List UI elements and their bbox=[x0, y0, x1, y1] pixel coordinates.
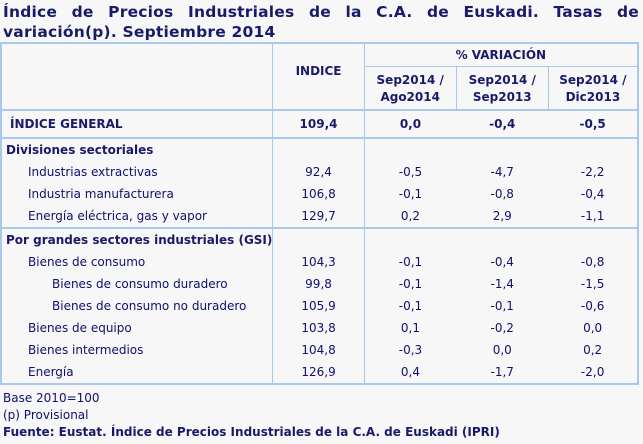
row-label: Energía eléctrica, gas y vapor bbox=[1, 205, 273, 229]
header-var-month: Sep2014 /Ago2014 bbox=[363, 66, 457, 111]
cell-indice: 106,8 bbox=[272, 183, 365, 205]
cell-indice: 109,4 bbox=[272, 110, 365, 139]
cell-v3: -2,2 bbox=[580, 165, 605, 179]
cell-v1: -0,1 bbox=[363, 295, 457, 317]
header-var-year: Sep2014 /Sep2013 bbox=[455, 66, 549, 111]
cell-v1: -0,1 bbox=[363, 273, 457, 295]
cell-v2: 0,0 bbox=[492, 343, 512, 357]
cell-v3: 0,0 bbox=[583, 321, 603, 335]
cell-v2: -0,4 bbox=[490, 255, 514, 269]
cell-v3: 0,2 bbox=[583, 343, 603, 357]
footnote-provisional: (p) Provisional bbox=[3, 408, 89, 422]
row-label: Bienes de consumo no duradero bbox=[52, 299, 247, 313]
page-title: Índice de Precios Industriales de la C.A… bbox=[3, 3, 639, 41]
cell-v3: -0,8 bbox=[580, 255, 605, 269]
cell-v1: -0,1 bbox=[363, 183, 457, 205]
cell-v1: -0,5 bbox=[363, 161, 457, 183]
cell-indice: 104,3 bbox=[272, 251, 365, 273]
header-variacion: % VARIACIÓN bbox=[363, 43, 638, 67]
section-gsi: Por grandes sectores industriales (GSI) bbox=[1, 228, 638, 251]
row-label: Bienes de consumo bbox=[28, 255, 146, 269]
section-title: Divisiones sectoriales bbox=[6, 143, 154, 157]
row-indice-general: ÍNDICE GENERAL 109,4 0,0 -0,4 -0,5 bbox=[1, 110, 638, 139]
cell-v2: -0,4 bbox=[456, 110, 549, 139]
cell-v2: 2,9 bbox=[456, 205, 549, 229]
cell-v1: -0,3 bbox=[363, 339, 457, 361]
cell-v3: -1,1 bbox=[548, 205, 638, 229]
cell-v3: -1,5 bbox=[580, 277, 605, 291]
section-title: Por grandes sectores industriales (GSI) bbox=[6, 233, 273, 247]
cell-indice: 105,9 bbox=[272, 295, 365, 317]
header-var-ytd: Sep2014 /Dic2013 bbox=[547, 66, 638, 111]
header-blank bbox=[1, 43, 273, 111]
row-label: Bienes intermedios bbox=[28, 343, 144, 357]
cell-v1: 0,0 bbox=[363, 110, 457, 139]
row-label: Bienes de equipo bbox=[28, 321, 132, 335]
table-row: Energía eléctrica, gas y vapor 129,7 0,2… bbox=[1, 205, 638, 229]
footnote-base: Base 2010=100 bbox=[3, 391, 100, 405]
row-label: Energía bbox=[28, 365, 74, 379]
price-index-table: INDICE % VARIACIÓN Sep2014 /Ago2014 Sep2… bbox=[0, 42, 639, 385]
table-row: Bienes intermedios 104,8 -0,3 0,0 0,2 bbox=[1, 339, 638, 361]
cell-v2: -0,1 bbox=[490, 299, 514, 313]
cell-v1: 0,2 bbox=[363, 205, 457, 229]
cell-indice: 129,7 bbox=[272, 205, 365, 229]
cell-v3: -0,6 bbox=[580, 299, 605, 313]
cell-indice: 104,8 bbox=[272, 339, 365, 361]
cell-indice: 126,9 bbox=[272, 361, 365, 384]
cell-v2: -4,7 bbox=[490, 165, 514, 179]
row-label: Industrias extractivas bbox=[28, 165, 158, 179]
table-row: Industrias extractivas 92,4 -0,5 -4,7 -2… bbox=[1, 161, 638, 183]
table-row: Industria manufacturera 106,8 -0,1 -0,8 … bbox=[1, 183, 638, 205]
cell-v2: -0,8 bbox=[490, 187, 514, 201]
cell-v1: 0,1 bbox=[363, 317, 457, 339]
cell-indice: 103,8 bbox=[272, 317, 365, 339]
row-label: Industria manufacturera bbox=[28, 187, 174, 201]
cell-v2: -0,2 bbox=[490, 321, 514, 335]
row-label: Bienes de consumo duradero bbox=[52, 277, 228, 291]
cell-v2: -1,7 bbox=[490, 365, 514, 379]
section-divisiones: Divisiones sectoriales bbox=[1, 138, 638, 161]
cell-v1: -0,1 bbox=[363, 251, 457, 273]
cell-v3: -2,0 bbox=[580, 365, 605, 379]
cell-v1: 0,4 bbox=[363, 361, 457, 384]
table-row: Bienes de consumo 104,3 -0,1 -0,4 -0,8 bbox=[1, 251, 638, 273]
header-indice: INDICE bbox=[272, 43, 365, 111]
table-row: Energía 126,9 0,4 -1,7 -2,0 bbox=[1, 361, 638, 384]
cell-v3: -0,4 bbox=[580, 187, 605, 201]
cell-indice: 99,8 bbox=[272, 273, 365, 295]
row-label: ÍNDICE GENERAL bbox=[1, 110, 273, 139]
source-note: Fuente: Eustat. Índice de Precios Indust… bbox=[3, 425, 500, 439]
cell-indice: 92,4 bbox=[272, 161, 365, 183]
table-row: Bienes de equipo 103,8 0,1 -0,2 0,0 bbox=[1, 317, 638, 339]
table-row: Bienes de consumo duradero 99,8 -0,1 -1,… bbox=[1, 273, 638, 295]
table-row: Bienes de consumo no duradero 105,9 -0,1… bbox=[1, 295, 638, 317]
cell-v3: -0,5 bbox=[548, 110, 638, 139]
cell-v2: -1,4 bbox=[490, 277, 514, 291]
